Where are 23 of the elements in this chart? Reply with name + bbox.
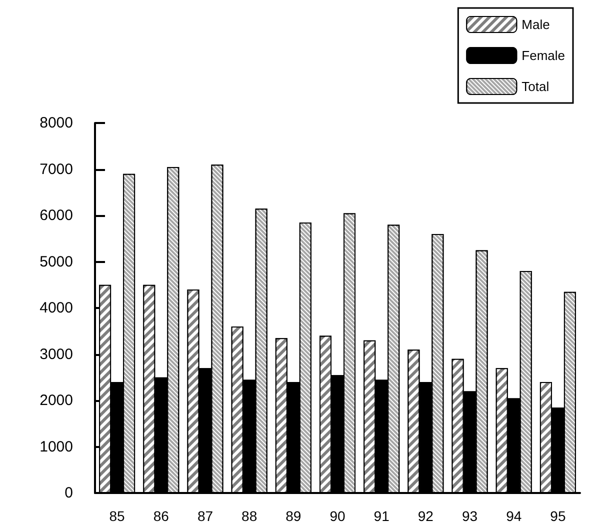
y-tick-label: 8000 (40, 114, 73, 132)
legend-label: Total (522, 79, 550, 94)
x-tick-label: 86 (153, 508, 170, 523)
y-tick-label: 1000 (40, 438, 73, 456)
x-tick-label: 90 (330, 508, 346, 523)
y-tick-label: 2000 (40, 392, 73, 409)
x-tick-label: 93 (462, 508, 478, 523)
legend-label: Female (522, 48, 566, 63)
y-tick-label: 6000 (40, 207, 73, 224)
y-tick-label: 5000 (40, 253, 73, 270)
y-tick-label: 7000 (40, 160, 73, 178)
legend-label: Male (522, 17, 550, 32)
x-tick-label: 85 (109, 508, 126, 523)
x-tick-label: 88 (242, 508, 258, 523)
y-tick-label: 0 (64, 484, 73, 502)
y-tick-label: 3000 (40, 346, 73, 363)
x-tick-label: 87 (197, 508, 214, 523)
x-tick-label: 89 (286, 508, 302, 523)
x-tick-label: 95 (550, 508, 566, 523)
x-tick-label: 92 (418, 508, 434, 523)
x-tick-label: 91 (374, 508, 390, 523)
y-tick-label: 4000 (40, 300, 73, 316)
x-tick-label: 94 (506, 508, 522, 523)
